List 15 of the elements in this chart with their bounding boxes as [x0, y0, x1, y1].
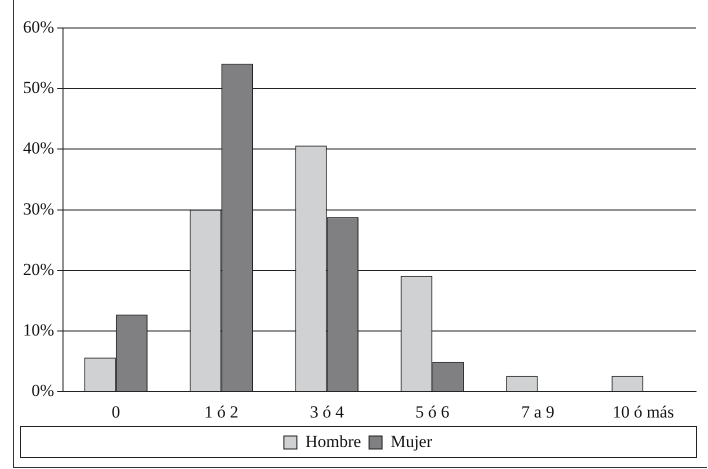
x-tick-label: 1 ó 2 — [204, 402, 238, 422]
y-tick-label: 0% — [31, 381, 54, 400]
y-tick-label: 10% — [22, 320, 54, 340]
legend-label: Hombre — [305, 432, 362, 451]
y-tick-label: 40% — [22, 138, 54, 158]
legend-label: Mujer — [390, 432, 432, 451]
y-tick-label: 60% — [22, 17, 54, 36]
x-tick-label: 3 ó 4 — [310, 402, 344, 422]
x-tick-label: 10 ó más — [612, 402, 674, 422]
x-tick-label: 7 a 9 — [521, 402, 554, 422]
y-tick-label: 20% — [22, 260, 54, 279]
y-tick-label: 30% — [22, 199, 54, 218]
x-tick-label: 5 ó 6 — [415, 402, 450, 422]
y-tick-label: 50% — [22, 78, 54, 98]
x-tick-label: 0 — [112, 402, 120, 422]
